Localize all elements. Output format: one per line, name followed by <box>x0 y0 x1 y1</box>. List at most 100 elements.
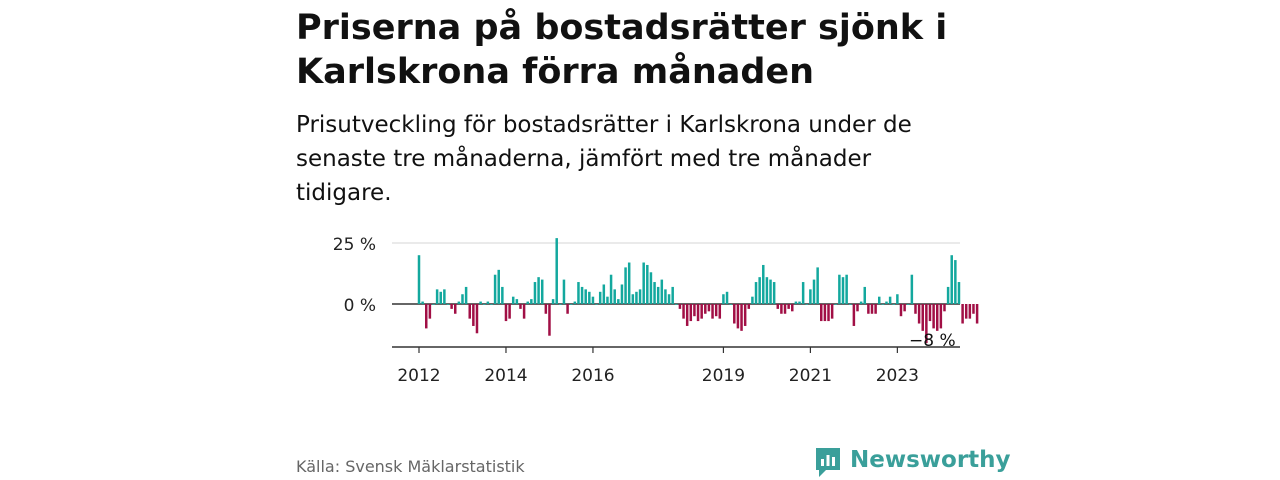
bar <box>972 304 975 314</box>
bar <box>718 304 722 319</box>
bar <box>464 286 468 304</box>
bar <box>508 304 511 319</box>
bar <box>602 284 606 304</box>
bar <box>689 304 693 322</box>
bar <box>591 296 595 304</box>
bar <box>606 296 609 304</box>
bar <box>935 304 939 331</box>
bar <box>555 238 558 304</box>
bar <box>794 301 798 304</box>
bar <box>497 269 500 304</box>
bar <box>736 304 740 329</box>
bar <box>446 304 450 305</box>
bar <box>511 296 515 304</box>
bar <box>450 304 453 309</box>
bar <box>682 304 685 319</box>
bar <box>939 304 943 329</box>
bar <box>551 299 555 304</box>
bar <box>664 289 667 304</box>
brand-name: Newsworthy <box>850 447 1011 473</box>
bar <box>548 304 551 336</box>
bar <box>954 260 957 304</box>
bar <box>776 304 780 309</box>
bar <box>881 304 885 305</box>
bar <box>667 294 671 304</box>
bar <box>671 286 674 304</box>
bar <box>559 304 562 305</box>
bar <box>598 291 602 304</box>
last-value-label: −8 % <box>909 331 956 351</box>
bar <box>569 304 573 305</box>
bar <box>714 304 718 317</box>
bar <box>588 291 591 304</box>
bar <box>595 304 598 305</box>
bar <box>493 274 497 304</box>
bar <box>892 304 895 305</box>
bar <box>791 304 794 312</box>
chart-subtitle: Prisutveckling för bostadsrätter i Karls… <box>296 112 912 206</box>
bar <box>646 264 649 304</box>
bar <box>453 304 457 314</box>
bar <box>917 304 921 324</box>
bar <box>475 304 479 334</box>
bar <box>765 277 769 304</box>
bar <box>439 291 442 304</box>
bar <box>740 304 743 331</box>
bar <box>841 277 845 304</box>
bar <box>820 304 823 322</box>
bar <box>801 282 805 304</box>
bar <box>899 304 903 317</box>
bar <box>932 304 935 329</box>
bar <box>888 296 892 304</box>
bar <box>754 282 758 304</box>
bar <box>863 286 866 304</box>
bar <box>762 264 765 304</box>
bar <box>562 279 566 304</box>
bar <box>417 255 421 304</box>
bar <box>805 304 809 305</box>
bar <box>870 304 874 314</box>
bar <box>812 279 816 304</box>
bar <box>896 294 899 304</box>
bar <box>472 304 475 326</box>
bar <box>504 304 508 322</box>
bar <box>885 301 888 304</box>
bar <box>653 282 656 304</box>
bar <box>787 304 790 309</box>
bar <box>921 304 924 331</box>
bar <box>729 304 732 305</box>
bar <box>696 304 700 322</box>
bar <box>443 289 446 304</box>
bar <box>906 304 910 305</box>
bar <box>946 286 950 304</box>
bar <box>649 272 653 304</box>
bar <box>852 304 856 326</box>
bar <box>903 304 906 312</box>
bar <box>809 289 812 304</box>
bar <box>421 301 424 304</box>
bar <box>780 304 783 314</box>
bar <box>482 304 486 305</box>
bar <box>751 296 754 304</box>
source-note: Källa: Svensk Mäklarstatistik <box>296 457 525 476</box>
bar <box>432 304 435 305</box>
bar <box>700 304 703 319</box>
bar <box>638 289 642 304</box>
bar <box>580 286 584 304</box>
x-tick-label: 2019 <box>702 366 745 386</box>
bar <box>533 282 537 304</box>
bar <box>834 304 838 305</box>
bar <box>693 304 696 317</box>
bar <box>428 304 432 319</box>
bar <box>642 262 645 304</box>
bar <box>704 304 707 314</box>
x-tick-label: 2023 <box>876 366 919 386</box>
bar <box>733 304 736 324</box>
bar <box>540 279 544 304</box>
bar <box>609 274 613 304</box>
x-tick-label: 2012 <box>397 366 440 386</box>
bar <box>707 304 711 312</box>
bar <box>425 304 428 329</box>
bar <box>501 286 504 304</box>
